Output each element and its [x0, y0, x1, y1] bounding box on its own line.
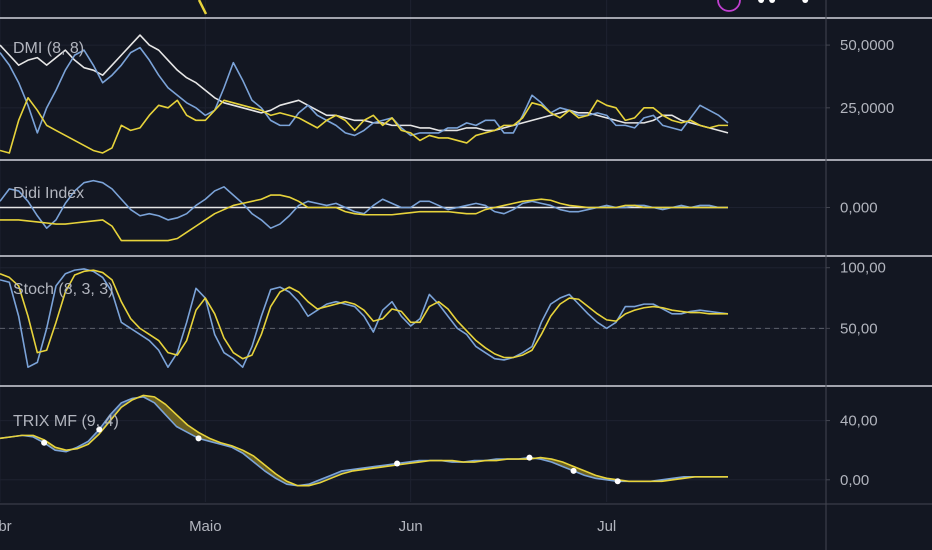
event-icon[interactable]: [717, 0, 741, 12]
y-tick-label: 25,0000: [840, 100, 894, 117]
series-line-yellow: [0, 394, 728, 487]
price-pane-remnant: [197, 0, 741, 15]
trix-cross-marker: [41, 439, 48, 446]
series-line-blue: [0, 268, 729, 369]
time-axis: Abr Maio Jun Jul: [0, 518, 616, 535]
trix-cross-marker: [570, 467, 577, 474]
x-tick-label: Maio: [189, 518, 222, 535]
price-line: [197, 0, 208, 15]
trix-cross-marker: [526, 454, 533, 461]
pane-title-didi: Didi Index: [13, 185, 84, 202]
y-tick-label: 0,00: [840, 472, 869, 489]
grid-lines: [0, 0, 608, 502]
series-line-blue: [0, 46, 729, 137]
series-line-yellow: [0, 194, 728, 242]
x-tick-label: Jun: [399, 518, 423, 535]
pane-title-dmi: DMI (8, 8): [13, 40, 84, 57]
trix-cross-marker: [769, 0, 776, 3]
trix-cross-marker: [195, 435, 202, 442]
pane-2: [0, 267, 826, 369]
trix-cross-marker: [394, 460, 401, 467]
trix-fill-segment: [573, 466, 585, 476]
trix-fill-segment: [154, 396, 166, 415]
y-tick-label: 0,000: [840, 200, 878, 217]
indicator-panes: [0, 0, 826, 487]
trix-cross-marker: [758, 0, 765, 3]
series-line-blue: [0, 396, 728, 487]
trix-cross-marker: [96, 426, 103, 433]
trix-fill-segment: [176, 414, 188, 433]
pane-1: [0, 179, 826, 242]
pane-title-stoch: Stoch (8, 3, 3): [13, 281, 114, 298]
trix-fill-segment: [253, 456, 265, 471]
x-tick-label: Jul: [597, 518, 616, 535]
series-line-yellow: [0, 96, 728, 154]
trix-fill-segment: [165, 404, 177, 427]
y-tick-label: 100,00: [840, 260, 886, 277]
series-line-yellow: [0, 269, 728, 360]
pane-3: [0, 0, 826, 487]
trix-fill-segment: [187, 425, 199, 439]
trix-fill-segment: [562, 462, 574, 471]
series-line-blue: [0, 179, 728, 229]
pane-titles: DMI (8, 8) Didi Index Stoch (8, 3, 3) TR…: [13, 40, 119, 430]
price-axis: 50,0000 25,0000 0,000 100,00 50,00 40,00 0,00: [826, 37, 894, 489]
trix-fill-segment: [264, 464, 276, 479]
pane-title-trix: TRIX MF (9, 4): [13, 413, 119, 430]
trix-cross-marker: [802, 0, 809, 3]
x-tick-label: Abr: [0, 518, 12, 535]
pane-0: [0, 34, 826, 154]
y-tick-label: 40,00: [840, 413, 878, 430]
y-tick-label: 50,00: [840, 320, 878, 337]
trix-cross-marker: [614, 478, 621, 485]
y-tick-label: 50,0000: [840, 37, 894, 54]
